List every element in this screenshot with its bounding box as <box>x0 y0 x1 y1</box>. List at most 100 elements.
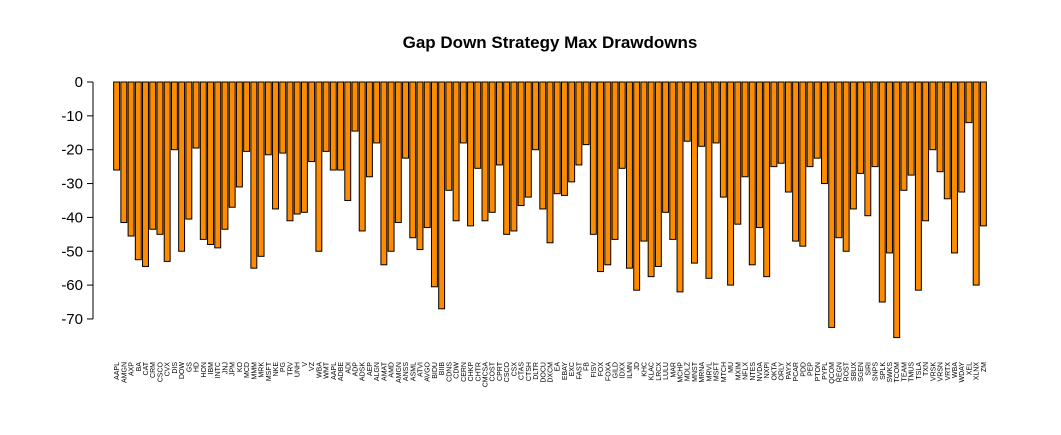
x-tick-label: ZM <box>981 362 988 372</box>
bar-anss <box>402 81 409 159</box>
x-tick-label: DOCU <box>540 362 547 383</box>
bar-amd <box>387 81 395 252</box>
x-tick-label: PAYX <box>786 362 793 380</box>
bar-wba <box>951 81 958 254</box>
x-tick-label: LULU <box>663 362 670 380</box>
x-tick-label: WMT <box>324 361 331 378</box>
bar-biib <box>438 81 446 310</box>
x-tick-label: DOW <box>179 362 186 380</box>
x-tick-label: AMGN <box>121 362 128 383</box>
bar-mdlz <box>683 81 691 142</box>
bar-wmt <box>322 81 330 152</box>
bar-ntes <box>748 81 756 266</box>
x-tick-label: BIIB <box>439 362 446 376</box>
x-tick-label: VRTX <box>945 362 952 381</box>
bar-exc <box>568 81 576 183</box>
bar-klac <box>647 81 655 278</box>
bar-tsla <box>914 81 922 291</box>
x-tick-label: SPLK <box>880 362 887 380</box>
bar-asml <box>409 81 417 239</box>
bar-algn <box>373 81 381 144</box>
x-tick-label: V <box>302 362 309 367</box>
x-tick-label: NXPI <box>764 362 771 378</box>
bar-mar <box>669 81 677 240</box>
bar-gs <box>185 81 193 220</box>
bar-vrsk <box>929 81 937 151</box>
x-tick-label: VRSK <box>930 362 937 381</box>
x-tick-label: MMM <box>251 362 258 380</box>
x-tick-label: CDW <box>454 362 461 379</box>
bar-cprt <box>495 81 503 166</box>
x-tick-label: MDLZ <box>685 361 692 381</box>
x-tick-label: ORLY <box>779 362 786 381</box>
x-tick-label: MXIM <box>735 362 742 380</box>
x-tick-label: ADBE <box>338 362 345 381</box>
bar-cdw <box>452 81 460 222</box>
bar-amgn <box>120 81 128 223</box>
bar-foxa <box>604 81 612 266</box>
bar-pypl <box>821 81 828 185</box>
bar-payx <box>784 81 792 193</box>
x-tick-label: IDXX <box>620 362 627 379</box>
bar-mnst <box>691 81 698 264</box>
bar-wday <box>958 81 966 193</box>
bar-mu <box>727 81 735 286</box>
x-tick-label: COST <box>490 361 497 381</box>
x-tick-label: WBA <box>952 362 959 378</box>
bar-okta <box>770 81 778 168</box>
bar-vrtx <box>943 81 951 200</box>
x-tick-label: JD <box>634 362 641 371</box>
x-tick-labels: AAPL AMGN AXP BA CAT CRM CSCO CVX DIS DOW GS HD HON I… <box>114 361 988 387</box>
y-axis: 0 -10 -20 -30 -40 -50 -60 -70 <box>61 74 94 328</box>
x-tick-label: BA <box>136 362 143 372</box>
bar-xel <box>965 81 973 124</box>
x-tick-label: WBA <box>316 362 323 378</box>
x-tick-label: INTC <box>215 362 222 378</box>
bar-cern <box>459 81 467 144</box>
y-tick-label: -40 <box>61 209 83 226</box>
bar-mrvl <box>705 81 713 279</box>
bar-atvi <box>416 81 424 251</box>
bar-pcar <box>792 81 800 242</box>
bar-tmus <box>907 81 915 176</box>
x-tick-label: ADP <box>352 362 359 377</box>
bar-aapl <box>113 81 121 171</box>
bar-amat <box>380 81 388 266</box>
bar-idxx <box>618 81 626 169</box>
bar-chtr <box>474 81 482 169</box>
x-tick-label: MRVL <box>706 362 713 381</box>
x-tick-label: GILD <box>613 362 620 378</box>
x-tick-label: WDAY <box>959 362 966 383</box>
x-tick-label: MNST <box>692 361 699 382</box>
x-tick-label: PCAR <box>793 362 800 381</box>
x-tick-label: DLTR <box>533 362 540 380</box>
bar-pep <box>806 81 814 168</box>
x-tick-label: NKE <box>273 362 280 377</box>
x-tick-label: ADI <box>345 362 352 374</box>
x-tick-label: CHTR <box>475 362 482 381</box>
bar-orly <box>777 81 785 164</box>
bar-intc <box>214 81 222 249</box>
bar-ctsh <box>524 81 532 198</box>
bar-unh <box>293 81 301 215</box>
x-tick-label: AVGO <box>425 361 432 381</box>
x-tick-label: ANSS <box>403 362 410 381</box>
bar-mtch <box>719 81 727 198</box>
x-tick-label: CMCSA <box>482 362 489 388</box>
bar-ilmn <box>625 81 633 269</box>
bar-dis <box>170 81 178 151</box>
bar-fast <box>575 81 583 166</box>
y-tick-label: -60 <box>61 277 83 294</box>
x-tick-label: ALGN <box>374 362 381 381</box>
bar-jpm <box>228 81 236 208</box>
bar-dltr <box>532 81 540 151</box>
x-tick-label: AMD <box>389 362 396 378</box>
y-tick-label: 0 <box>75 74 83 91</box>
bar-dow <box>178 81 186 252</box>
x-tick-label: BIDU <box>432 362 439 379</box>
x-tick-label: AXP <box>129 362 136 376</box>
x-tick-label: MAR <box>670 362 677 378</box>
x-tick-label: NFLX <box>743 362 750 380</box>
bar-mmm <box>250 81 258 269</box>
